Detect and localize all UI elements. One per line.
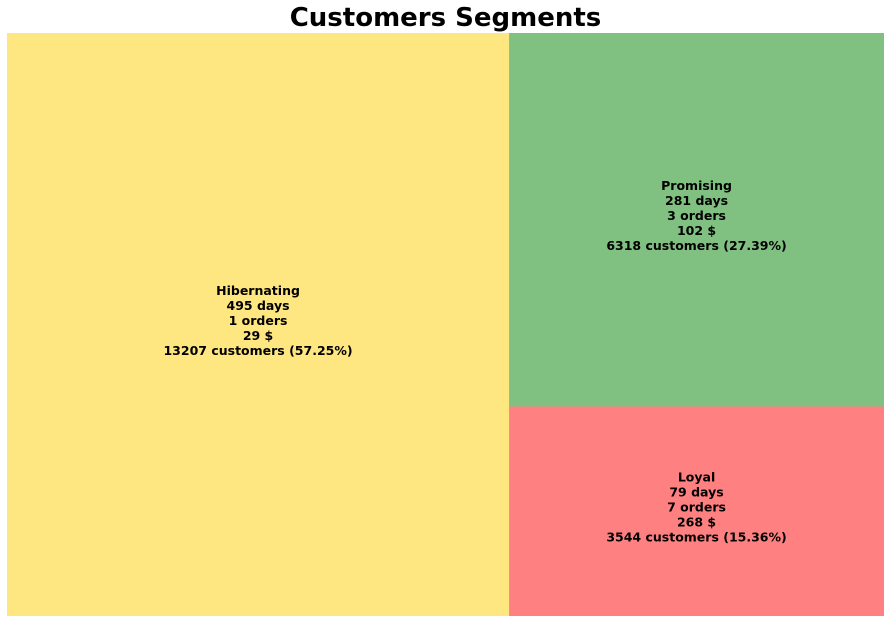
segment-label-promising-orders: 3 orders [667, 208, 726, 223]
segment-label-hibernating-days: 495 days [227, 298, 290, 313]
segment-label-promising-amount: 102 $ [677, 223, 716, 238]
segment-label-hibernating-name: Hibernating [216, 283, 300, 298]
segment-label-loyal-days: 79 days [669, 485, 723, 500]
segment-label-loyal-customers: 3544 customers (15.36%) [606, 530, 786, 545]
segment-label-hibernating-customers: 13207 customers (57.25%) [163, 343, 352, 358]
segment-rect-loyal [509, 406, 884, 616]
segment-rect-promising [509, 33, 884, 407]
segment-label-hibernating-orders: 1 orders [229, 313, 288, 328]
segment-label-hibernating-amount: 29 $ [243, 328, 273, 343]
chart-title: Customers Segments [289, 3, 602, 33]
segment-label-promising-days: 281 days [665, 193, 728, 208]
segment-label-loyal-orders: 7 orders [667, 500, 726, 515]
segment-rect-hibernating [7, 33, 510, 616]
segment-label-promising-name: Promising [661, 178, 732, 193]
segment-label-loyal-name: Loyal [678, 470, 715, 485]
segment-label-loyal-amount: 268 $ [677, 515, 716, 530]
segment-label-promising-customers: 6318 customers (27.39%) [606, 238, 786, 253]
